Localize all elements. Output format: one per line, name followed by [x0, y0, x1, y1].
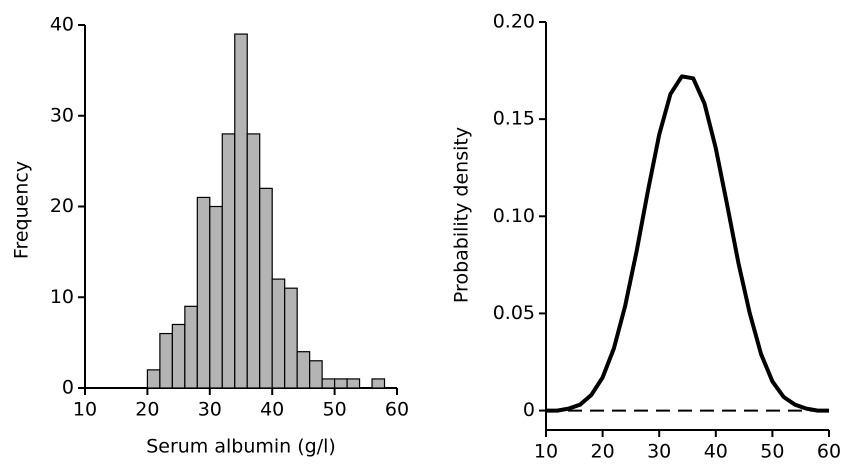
- bar: [334, 378, 348, 389]
- bar: [184, 305, 198, 389]
- y-tick-label: 0: [62, 377, 74, 399]
- x-tick-label: 30: [647, 441, 671, 463]
- x-tick-label: 20: [591, 441, 615, 463]
- x-tick-label: 50: [323, 399, 347, 421]
- y-tick-label: 10: [50, 286, 74, 308]
- bar: [271, 278, 286, 389]
- x-tick-label: 40: [260, 399, 284, 421]
- bar: [284, 287, 298, 389]
- bar: [196, 196, 211, 389]
- bar: [159, 332, 173, 389]
- bar: [321, 378, 336, 389]
- x-tick-label: 60: [385, 399, 409, 421]
- x-tick-label: 60: [817, 441, 841, 463]
- bar: [371, 378, 386, 389]
- bar: [209, 205, 223, 389]
- y-tick-label: 0.10: [493, 205, 535, 227]
- bar: [221, 133, 236, 389]
- x-tick-label: 10: [534, 441, 558, 463]
- y-tick-label: 20: [50, 195, 74, 217]
- bar: [296, 351, 311, 389]
- y-tick-label: 0.20: [493, 11, 535, 33]
- y-tick-label: 0.15: [493, 108, 535, 130]
- x-tick-label: 40: [704, 441, 728, 463]
- bar: [346, 378, 361, 389]
- y-axis-label: Probability density: [451, 127, 473, 303]
- y-tick-label: 0.05: [493, 302, 535, 324]
- y-tick-label: 40: [50, 14, 74, 36]
- y-tick-label: 0: [523, 399, 535, 421]
- y-tick-label: 30: [50, 104, 74, 126]
- bar: [171, 323, 186, 389]
- x-tick-label: 20: [135, 399, 159, 421]
- x-tick-label: 30: [198, 399, 222, 421]
- x-tick-label: 50: [760, 441, 784, 463]
- bar: [309, 360, 323, 389]
- bar: [146, 369, 161, 389]
- x-axis-label: Serum albumin (g/l): [146, 436, 336, 458]
- bar: [234, 33, 248, 389]
- bar: [246, 133, 261, 389]
- y-axis-label: Frequency: [11, 161, 33, 259]
- bar: [259, 187, 273, 389]
- x-tick-label: 10: [73, 399, 97, 421]
- density-curve: [546, 74, 829, 413]
